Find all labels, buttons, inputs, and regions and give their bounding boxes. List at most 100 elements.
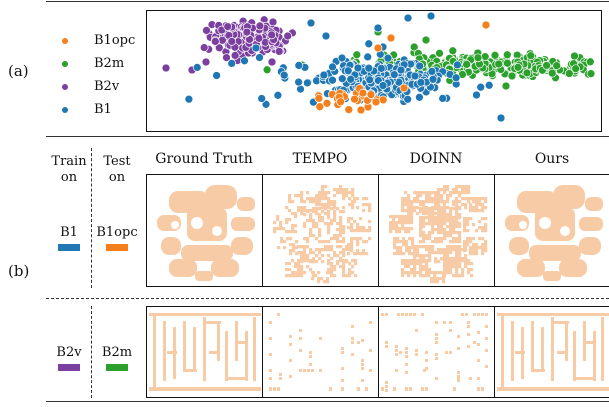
doinn-fragment <box>425 200 429 204</box>
tempo-fragment <box>291 274 295 278</box>
tempo-fragment <box>311 277 315 281</box>
doinn-fragment <box>399 252 403 256</box>
doinn-fragment <box>440 188 444 192</box>
tempo-fragment <box>327 248 331 252</box>
tempo-fragment <box>333 265 337 269</box>
doinn-fragment <box>401 221 405 225</box>
doinn-fragment <box>416 262 420 266</box>
tempo-fragment <box>309 248 313 252</box>
doinn-fragment <box>404 203 408 207</box>
tempo-fragment <box>279 227 283 231</box>
doinn-fragment <box>419 271 423 275</box>
scatter-point-b1 <box>415 92 424 102</box>
tempo-fragment <box>342 248 346 252</box>
tempo-fragment <box>342 225 346 229</box>
tempo-fragment <box>356 223 360 227</box>
doinn-fragment <box>425 237 429 241</box>
doinn-fragment <box>419 200 423 204</box>
doinn-fragment <box>409 387 412 391</box>
ours-shape <box>517 259 545 277</box>
tempo-fragment <box>348 245 352 249</box>
tempo-fragment <box>318 207 322 211</box>
doinn-fragment <box>446 200 450 204</box>
tempo-fragment <box>299 329 302 332</box>
doinn-fragment <box>458 185 462 189</box>
scatter-point-b1 <box>476 82 486 92</box>
doinn-fragment <box>401 274 405 278</box>
doinn-fragment <box>405 249 409 253</box>
tempo-fragment <box>273 227 277 231</box>
ours-shape <box>579 237 601 255</box>
tempo-fragment <box>342 265 346 269</box>
doinn-fragment <box>452 259 456 263</box>
tempo-fragment <box>309 363 312 366</box>
doinn-fragment <box>404 221 408 225</box>
doinn-fragment <box>446 251 450 255</box>
doinn-fragment <box>455 271 459 275</box>
doinn-fragment <box>401 218 405 222</box>
scatter-point-b2v <box>227 37 237 46</box>
tempo-fragment <box>318 197 322 201</box>
tempo-fragment <box>336 254 340 258</box>
scatter-point-b2m <box>421 35 431 45</box>
doinn-fragment <box>446 216 450 220</box>
doinn-fragment <box>485 337 488 340</box>
doinn-fragment <box>440 210 444 214</box>
doinn-fragment <box>435 341 438 344</box>
doinn-fragment <box>449 251 453 255</box>
doinn-fragment <box>428 222 432 226</box>
doinn-fragment <box>446 257 450 261</box>
doinn-fragment <box>446 234 450 238</box>
doinn-fragment <box>407 212 411 216</box>
doinn-fragment <box>407 230 411 234</box>
doinn-fragment <box>469 252 473 256</box>
tempo-fragment <box>333 213 337 217</box>
doinn-fragment <box>440 207 444 211</box>
tempo-fragment <box>285 221 289 225</box>
doinn-fragment <box>464 185 468 189</box>
tempo-fragment <box>321 203 325 207</box>
gt-line <box>163 321 166 381</box>
doinn-fragment <box>389 224 393 228</box>
doinn-fragment <box>449 248 453 252</box>
tempo-fragment <box>350 246 354 250</box>
tempo-fragment <box>312 200 316 204</box>
doinn-fragment <box>473 313 476 316</box>
tempo-fragment <box>318 240 322 244</box>
tempo-fragment <box>297 259 301 263</box>
tempo-fragment <box>330 207 334 211</box>
doinn-fragment <box>413 274 417 278</box>
doinn-fragment <box>413 200 417 204</box>
tempo-fragment <box>362 226 366 230</box>
tempo-fragment <box>318 194 322 198</box>
doinn-fragment <box>419 260 423 264</box>
legend-label: B1 <box>94 102 112 117</box>
doinn-fragment <box>410 206 414 210</box>
scatter-point-b1opc <box>371 97 381 107</box>
tempo-fragment <box>347 220 351 224</box>
tempo-fragment <box>327 259 331 263</box>
doinn-fragment <box>463 246 467 250</box>
doinn-fragment <box>478 220 482 224</box>
doinn-fragment <box>422 216 426 220</box>
doinn-fragment <box>402 240 406 244</box>
doinn-fragment <box>431 213 435 217</box>
scatter-point-b2m <box>547 68 557 78</box>
scatter-point-b1 <box>255 53 264 62</box>
scatter-point-b2m <box>586 69 596 79</box>
tempo-fragment <box>297 265 301 269</box>
doinn-fragment <box>425 245 429 249</box>
doinn-fragment <box>422 225 426 229</box>
tempo-fragment <box>292 249 296 253</box>
tempo-fragment <box>336 237 340 241</box>
scatter-point-b1 <box>484 80 494 90</box>
scatter-point-b1 <box>378 81 388 90</box>
tempo-fragment <box>297 251 301 255</box>
doinn-fragment <box>410 271 414 275</box>
doinn-fragment <box>449 259 453 263</box>
doinn-fragment <box>478 237 482 241</box>
doinn-fragment <box>405 363 408 366</box>
doinn-fragment <box>398 221 402 225</box>
scatter-point-b1 <box>184 94 194 104</box>
tempo-fragment <box>342 237 346 241</box>
